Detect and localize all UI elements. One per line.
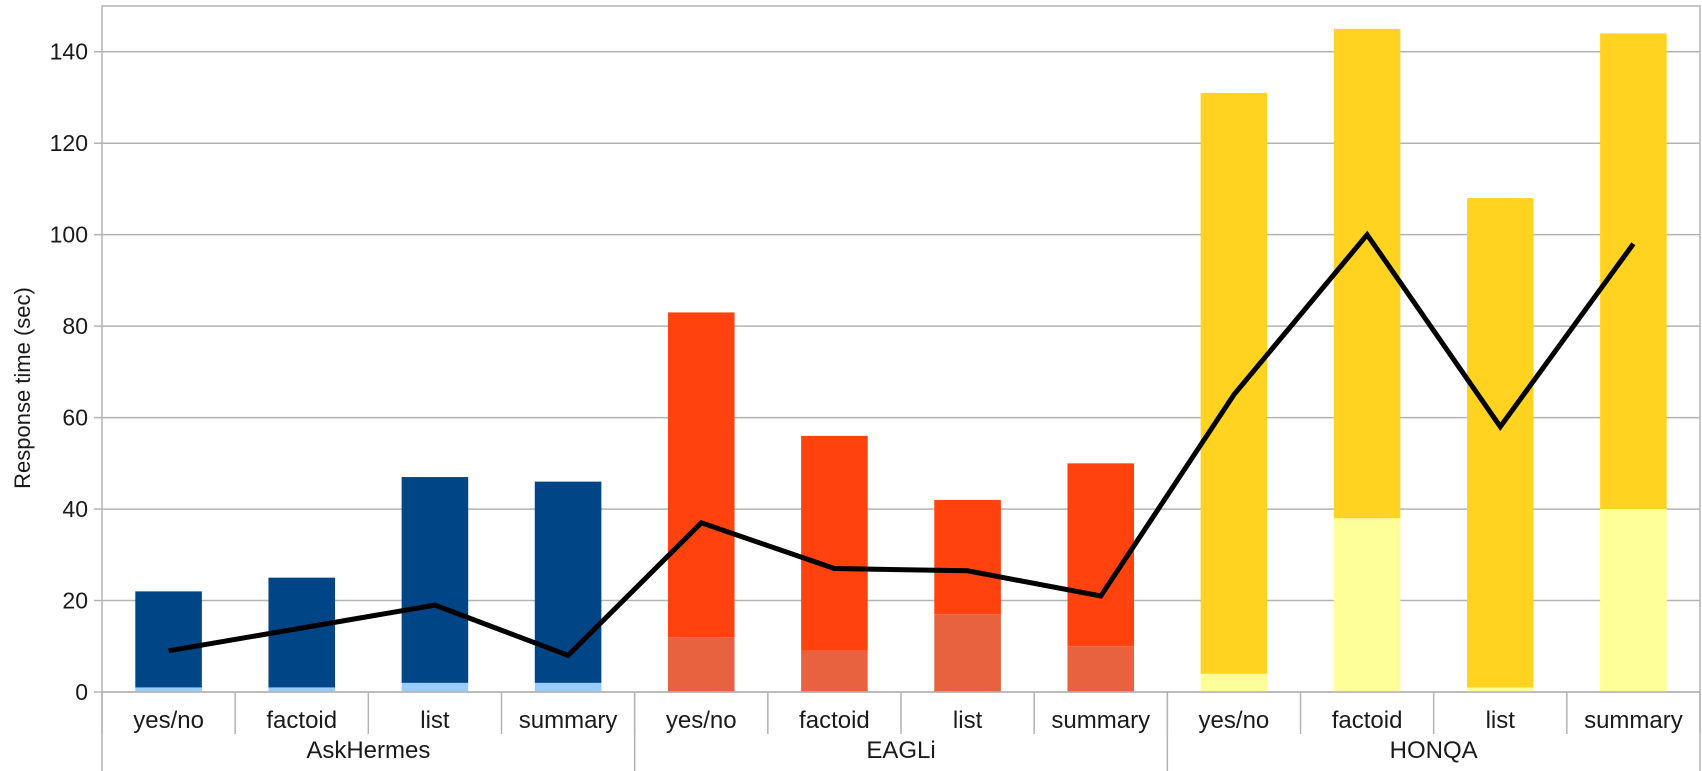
y-tick-label: 60 xyxy=(62,405,88,431)
bar-lower-segment xyxy=(1600,509,1667,692)
y-tick-label: 140 xyxy=(50,39,88,65)
x-category-label: yes/no xyxy=(133,707,204,734)
x-group-label: EAGLi xyxy=(866,737,935,764)
labels: 0 20 40 60 80 100 120 140 yes/no factoid list summa… xyxy=(50,39,1683,764)
bar-upper-segment xyxy=(801,435,868,651)
bar-upper-segment xyxy=(401,477,469,683)
mean-line xyxy=(168,230,1636,659)
bars xyxy=(135,28,1667,692)
axes xyxy=(94,5,1701,771)
mean-response-line xyxy=(168,230,1636,659)
x-category-label: summary xyxy=(1051,707,1150,734)
bar-lower-segment xyxy=(401,682,469,692)
x-category-label: factoid xyxy=(266,707,337,734)
bar-lower-segment xyxy=(1466,687,1534,692)
bar-upper-segment xyxy=(934,499,1001,615)
y-tick-label: 40 xyxy=(62,496,88,522)
bar-upper-segment xyxy=(1466,198,1534,688)
bar-upper-segment xyxy=(1200,92,1268,674)
y-tick-label: 100 xyxy=(50,222,88,248)
bar-upper-segment xyxy=(135,591,202,688)
bar-lower-segment xyxy=(934,614,1001,692)
bar-lower-segment xyxy=(1200,673,1268,692)
bar-upper-segment xyxy=(1067,463,1135,647)
y-axis-title: Response time (sec) xyxy=(10,287,35,489)
y-tick-label: 0 xyxy=(75,679,88,705)
y-tick-label: 80 xyxy=(62,313,88,339)
y-tick-label: 120 xyxy=(50,130,88,156)
gridlines xyxy=(102,50,1700,693)
x-group-label: HONQA xyxy=(1390,737,1478,764)
plot-frame xyxy=(101,5,1701,693)
x-category-label: list xyxy=(420,707,450,734)
bar-lower-segment xyxy=(268,687,336,692)
bar-lower-segment xyxy=(667,637,735,692)
x-category-label: summary xyxy=(1584,707,1683,734)
x-category-label: list xyxy=(953,707,983,734)
x-group-label: AskHermes xyxy=(306,737,430,764)
x-category-label: summary xyxy=(519,707,618,734)
bar-lower-segment xyxy=(135,687,202,692)
x-category-label: yes/no xyxy=(666,707,737,734)
x-category-label: list xyxy=(1486,707,1516,734)
bar-lower-segment xyxy=(534,682,602,692)
x-category-label: factoid xyxy=(1332,707,1403,734)
bar-upper-segment xyxy=(1333,28,1401,519)
bar-lower-segment xyxy=(1067,646,1135,692)
bar-upper-segment xyxy=(1600,33,1667,510)
x-category-label: yes/no xyxy=(1199,707,1270,734)
bar-lower-segment xyxy=(801,650,868,692)
y-tick-label: 20 xyxy=(62,588,88,614)
x-category-label: factoid xyxy=(799,707,870,734)
bar-upper-segment xyxy=(667,312,735,638)
bar-lower-segment xyxy=(1333,518,1401,692)
